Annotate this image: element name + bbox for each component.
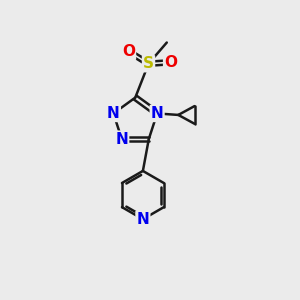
Text: N: N — [151, 106, 164, 121]
Text: N: N — [107, 106, 120, 121]
Text: N: N — [136, 212, 149, 227]
Text: O: O — [164, 55, 177, 70]
Text: O: O — [122, 44, 135, 59]
Text: S: S — [143, 56, 154, 71]
Text: N: N — [116, 132, 128, 147]
